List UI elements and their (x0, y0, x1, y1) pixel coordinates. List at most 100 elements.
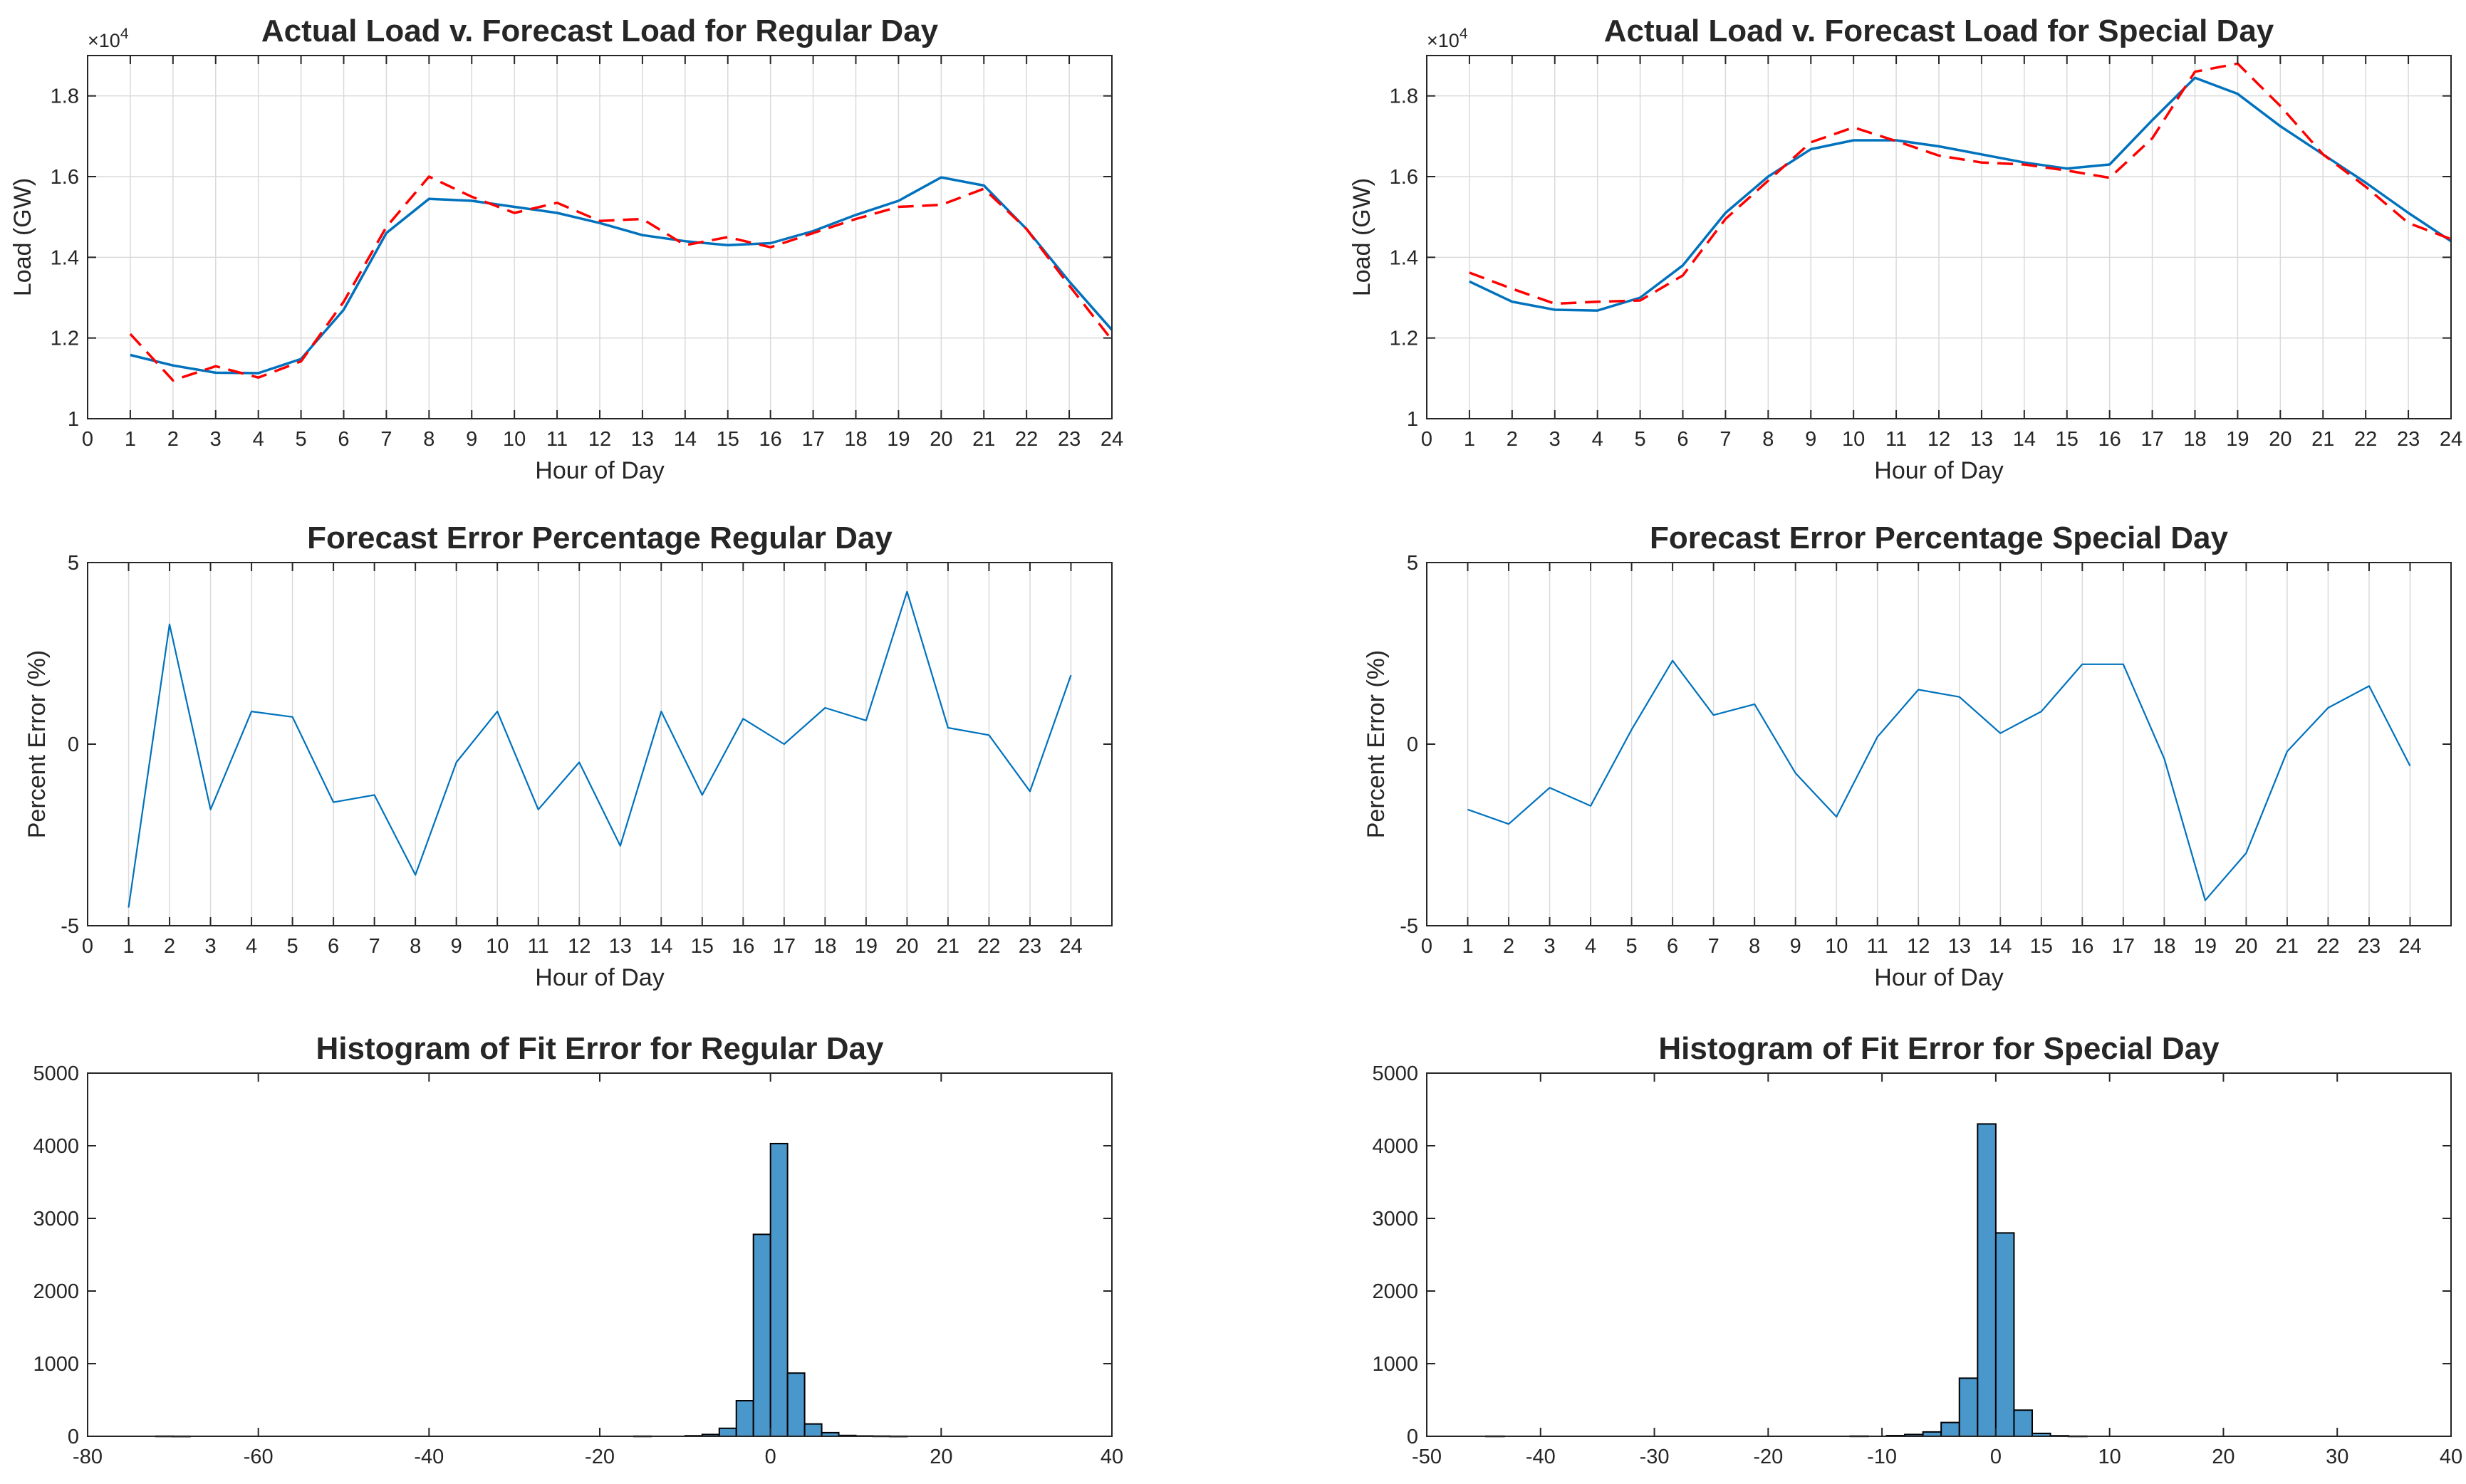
y-tick-label: 1.2 (1390, 328, 1418, 350)
x-tick-label: -80 (73, 1446, 103, 1468)
x-tick-label: 23 (2397, 428, 2420, 451)
x-tick-label: 4 (253, 428, 264, 451)
axes-box (87, 1072, 1113, 1437)
histogram-bar (735, 1400, 754, 1438)
series-line-forecast (1469, 62, 2452, 305)
x-tick-label: 23 (1019, 935, 1041, 958)
x-tick-label: 9 (1790, 935, 1801, 958)
y-tick-label: 1.8 (1390, 85, 1418, 108)
y-exponent-power: 4 (120, 26, 129, 42)
chart-title: Forecast Error Percentage Regular Day (307, 521, 893, 555)
x-tick-label: 10 (1842, 428, 1865, 451)
y-axis-label: Percent Error (%) (1363, 650, 1390, 839)
x-tick-label: 2 (1507, 428, 1518, 451)
y-tick-label: 0 (68, 733, 79, 756)
y-exponent-base: ×10 (1427, 30, 1460, 51)
x-tick-label: 15 (717, 428, 739, 451)
x-tick-label: 11 (546, 428, 568, 451)
x-tick-label: 4 (1592, 428, 1603, 451)
x-tick-label: 24 (2440, 428, 2462, 451)
y-exponent-label: ×104 (88, 26, 129, 51)
error-regular-panel: 0 1 2 3 4 5 6 7 8 9 10 11 12 13 14 15 16 17 18 19 20 21 22 23 24… (24, 521, 1113, 991)
x-tick-label: 3 (210, 428, 222, 451)
y-tick-label: 0 (1407, 1426, 1418, 1448)
y-tick-label: 5000 (1372, 1062, 1418, 1085)
x-axis-label: Hour of Day (535, 964, 664, 991)
chart-title: Forecast Error Percentage Special Day (1650, 521, 2228, 555)
x-tick-label: 20 (930, 428, 952, 451)
histogram-bar (752, 1233, 771, 1437)
histogram-bar (1940, 1421, 1960, 1437)
y-tick-label: 5 (68, 552, 79, 575)
y-tick-label: 1000 (33, 1353, 79, 1376)
x-tick-label: 0 (765, 1446, 776, 1468)
x-tick-label: 7 (369, 935, 380, 958)
series-line-actual (1469, 76, 2452, 312)
y-axis-label: Load (GW) (1348, 178, 1375, 296)
histogram-bar (1994, 1232, 2015, 1438)
x-axis-label: Hour of Day (535, 457, 664, 484)
x-tick-label: 4 (246, 935, 257, 958)
histogram-bar (786, 1372, 806, 1438)
y-tick-label: 1.2 (51, 328, 79, 350)
x-tick-label: 1 (1462, 935, 1473, 958)
x-tick-label: 24 (2398, 935, 2421, 958)
x-tick-label: -30 (1640, 1446, 1670, 1468)
y-tick-label: 0 (68, 1426, 79, 1448)
x-tick-label: 6 (1677, 428, 1688, 451)
x-tick-label: 0 (82, 428, 93, 451)
x-tick-label: 23 (1058, 428, 1081, 451)
x-tick-label: 15 (2056, 428, 2079, 451)
x-tick-label: 14 (2013, 428, 2036, 451)
histogram-bar (2013, 1409, 2034, 1438)
x-tick-label: 8 (410, 935, 421, 958)
histogram-bar (1977, 1123, 1997, 1438)
x-tick-label: 23 (2358, 935, 2381, 958)
x-tick-label: 9 (451, 935, 462, 958)
y-exponent-label: ×104 (1427, 26, 1468, 51)
x-tick-label: 30 (2326, 1446, 2348, 1468)
x-tick-label: 2 (167, 428, 179, 451)
histogram-bar (1958, 1377, 1979, 1438)
x-tick-label: 18 (2183, 428, 2206, 451)
x-tick-label: 20 (2212, 1446, 2235, 1468)
x-tick-label: 4 (1585, 935, 1596, 958)
histogram-bar (769, 1142, 789, 1437)
x-tick-label: 20 (930, 1446, 952, 1468)
histogram-bar (718, 1427, 737, 1438)
chart-title: Histogram of Fit Error for Regular Day (316, 1031, 884, 1066)
x-tick-label: 16 (2098, 428, 2121, 451)
x-tick-label: 24 (1101, 428, 1123, 451)
x-tick-label: 14 (1989, 935, 2012, 958)
x-tick-label: 1 (1464, 428, 1475, 451)
chart-title: Histogram of Fit Error for Special Day (1658, 1031, 2220, 1066)
x-tick-label: 40 (1101, 1446, 1123, 1468)
hist-regular-panel: -80 -60 -40 -20 0 20 40 0 1000 2000 3000 4000 5000 Hi… (33, 1031, 1123, 1468)
x-axis-label: Hour of Day (1874, 457, 2003, 484)
y-tick-label: 1.6 (1390, 166, 1418, 189)
x-tick-label: 13 (1948, 935, 1971, 958)
x-tick-label: 12 (568, 935, 591, 958)
y-tick-label: 1000 (1372, 1353, 1418, 1376)
x-tick-label: 6 (328, 935, 339, 958)
x-tick-label: 3 (1544, 935, 1555, 958)
load-regular-panel: 0 1 2 3 4 5 6 7 8 9 10 11 12 13 14 15 16 17 18 19 20 21 22 23 24… (9, 14, 1123, 484)
x-tick-label: 40 (2440, 1446, 2462, 1468)
x-tick-label: 22 (977, 935, 1000, 958)
y-tick-label: 4000 (1372, 1135, 1418, 1158)
x-tick-label: 3 (1549, 428, 1561, 451)
chart-title: Actual Load v. Forecast Load for Regular… (261, 14, 939, 48)
x-tick-label: 11 (1867, 935, 1888, 958)
x-tick-label: -40 (414, 1446, 444, 1468)
x-tick-label: 10 (486, 935, 509, 958)
x-tick-label: 24 (1059, 935, 1082, 958)
x-tick-label: 12 (1907, 935, 1930, 958)
y-tick-label: 3000 (33, 1208, 79, 1230)
x-axis-label: Hour of Day (1874, 964, 2003, 991)
x-tick-label: 10 (1825, 935, 1848, 958)
x-tick-label: 19 (2226, 428, 2249, 451)
x-tick-label: 16 (759, 428, 782, 451)
y-tick-label: 1.4 (51, 246, 79, 269)
x-tick-label: 22 (2354, 428, 2377, 451)
chart-title: Actual Load v. Forecast Load for Special… (1604, 14, 2274, 48)
